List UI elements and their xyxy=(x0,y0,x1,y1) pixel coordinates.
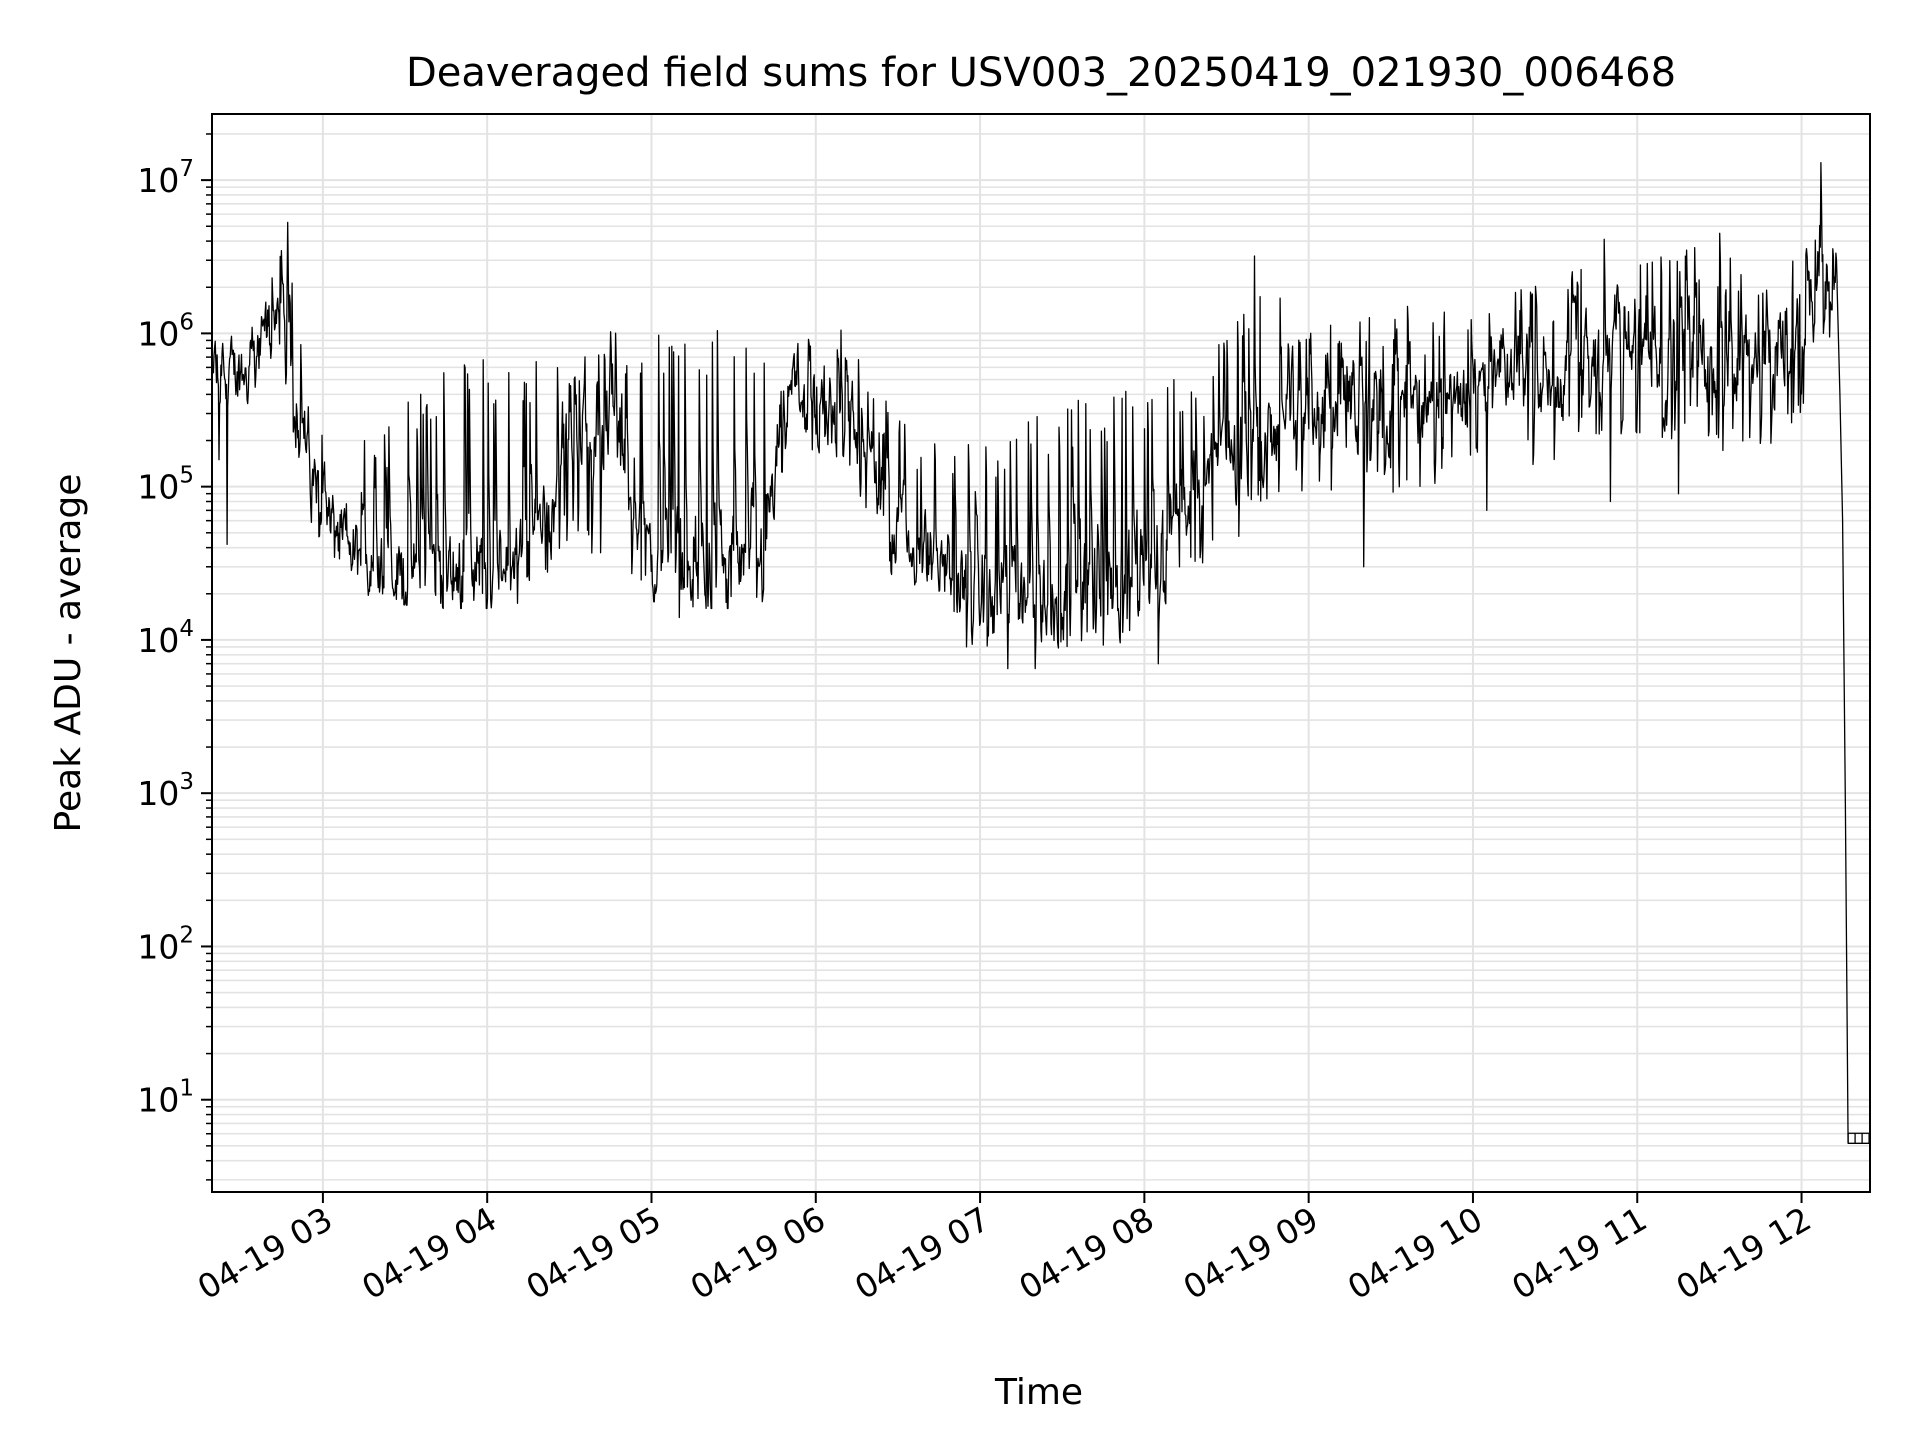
chart-title: Deaveraged field sums for USV003_2025041… xyxy=(406,50,1676,96)
y-axis-label: Peak ADU - average xyxy=(48,474,89,833)
y-tick-label: 106 xyxy=(137,309,194,353)
series-layer xyxy=(212,162,1870,1144)
y-tick-label: 107 xyxy=(137,156,194,200)
plot-frame xyxy=(211,113,1871,1193)
y-tick-label: 104 xyxy=(137,616,194,660)
grid xyxy=(212,114,1870,1192)
x-axis-label: Time xyxy=(994,1372,1083,1413)
series-line xyxy=(212,162,1870,1144)
y-tick-label: 105 xyxy=(137,463,194,507)
y-tick-label: 102 xyxy=(137,922,194,966)
y-tick-label: 101 xyxy=(137,1076,194,1120)
y-axis: 101 102 103 104 105 106 107 xyxy=(137,133,212,1181)
y-tick-label: 103 xyxy=(137,769,194,813)
